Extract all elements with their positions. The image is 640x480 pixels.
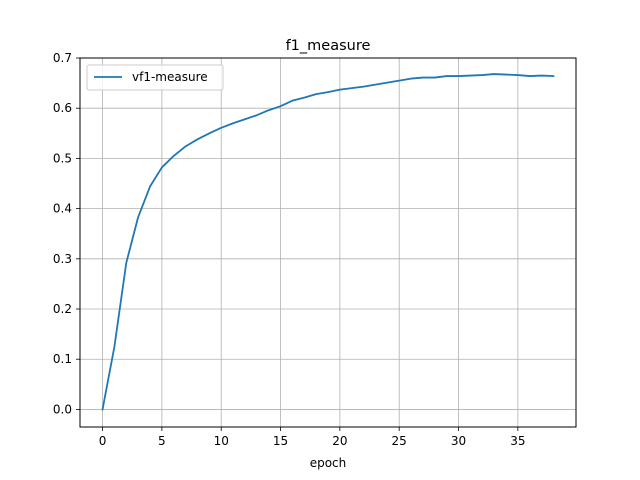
y-tick-label: 0.2 [53,302,72,316]
x-tick-label: 30 [451,434,466,448]
y-tick-label: 0.1 [53,352,72,366]
x-tick-label: 10 [214,434,229,448]
chart-title: f1_measure [286,38,371,54]
y-tick-label: 0.6 [53,101,72,115]
y-tick-label: 0.4 [53,202,72,216]
x-tick-label: 25 [392,434,407,448]
legend-box [86,64,224,91]
y-tick-label: 0.7 [53,51,72,65]
x-tick-label: 20 [332,434,347,448]
y-axis-ticks: 0.0 0.1 0.2 0.3 0.4 0.5 0.6 0.7 [53,51,80,416]
legend: vf1-measure [86,64,224,91]
y-tick-label: 0.0 [53,402,72,416]
grid [80,57,576,427]
x-tick-label: 5 [158,434,166,448]
series-layer [101,73,555,411]
y-tick-label: 0.3 [53,252,72,266]
x-tick-label: 0 [99,434,107,448]
legend-label: vf1-measure [132,70,208,84]
y-tick-label: 0.5 [53,151,72,165]
series-line-vf1-measure [101,73,555,411]
x-axis-label: epoch [310,456,347,470]
x-axis-ticks: 0 5 10 15 20 25 30 35 [99,427,525,448]
plot-area-frame [79,57,577,428]
x-tick-label: 15 [273,434,288,448]
x-tick-label: 35 [510,434,525,448]
